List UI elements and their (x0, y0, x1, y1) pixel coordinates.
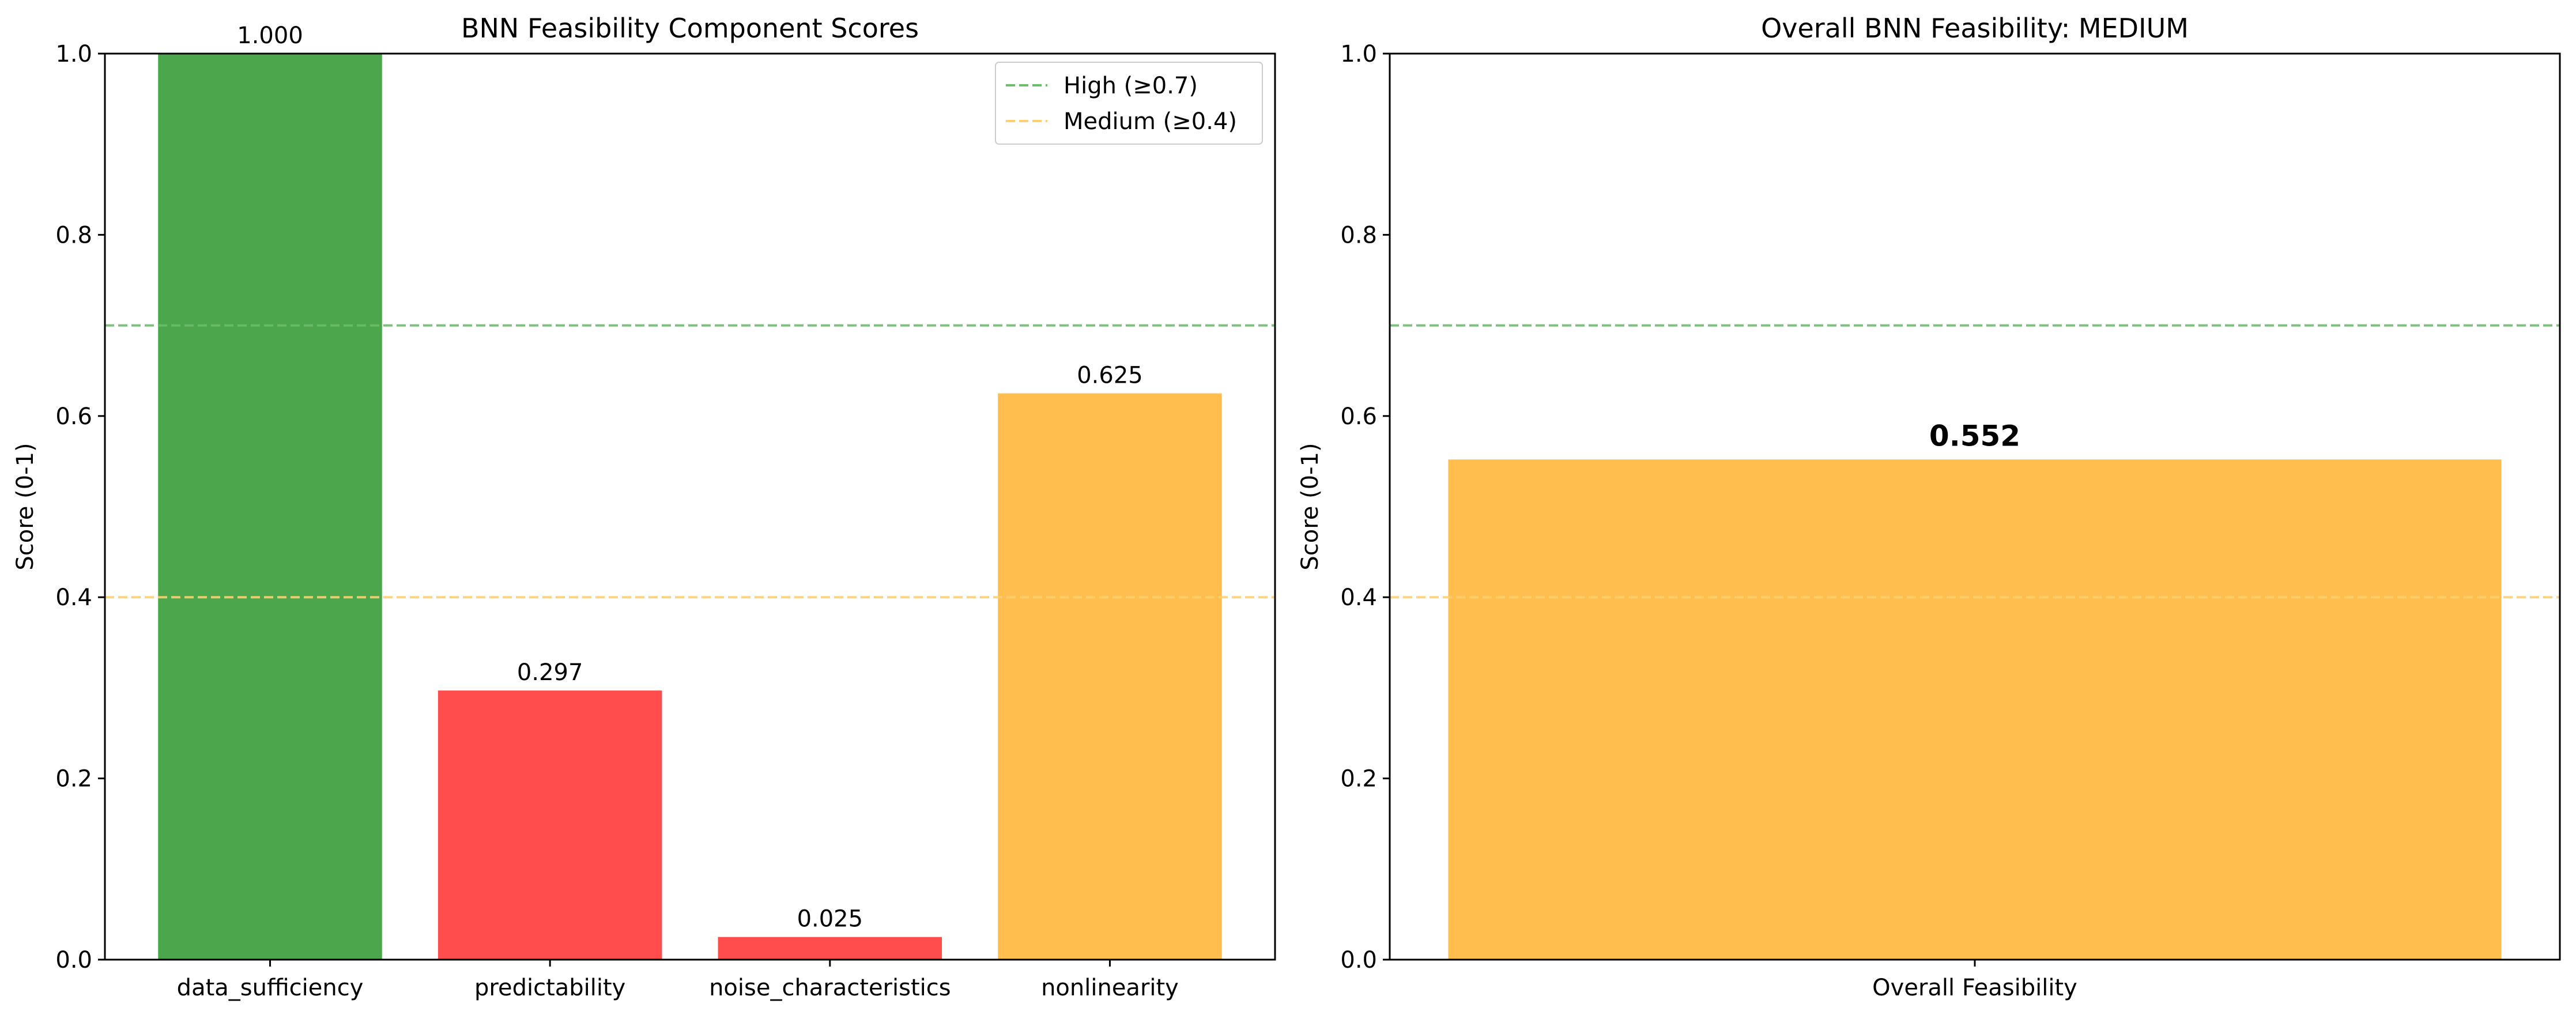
x-tick-label: nonlinearity (1041, 975, 1179, 1001)
y-tick-label: 0.4 (1340, 584, 1377, 611)
x-axis: data_sufficiency predictability noise_char… (177, 960, 1179, 1001)
y-tick-label: 1.0 (1340, 41, 1377, 67)
x-tick-label: Overall Feasibility (1872, 975, 2077, 1001)
y-axis-label: Score (0-1) (12, 443, 39, 570)
x-tick-label: predictability (474, 975, 625, 1001)
value-label: 1.000 (237, 22, 303, 49)
x-tick-label: data_sufficiency (177, 975, 364, 1001)
y-tick-label: 0.0 (55, 947, 92, 973)
value-label: 0.297 (517, 659, 583, 686)
bar-data-sufficiency (158, 54, 382, 960)
chart-title: Overall BNN Feasibility: MEDIUM (1761, 13, 2189, 44)
legend: High (≥0.7) Medium (≥0.4) (995, 62, 1263, 145)
bar-nonlinearity (998, 393, 1222, 960)
y-tick-label: 0.0 (1340, 947, 1377, 973)
overall-feasibility-chart: 0.0 0.2 0.4 0.6 0.8 1.0 Overall Feasibility 0… (1297, 13, 2561, 1001)
bar-noise-characteristics (718, 937, 942, 960)
y-axis: 0.0 0.2 0.4 0.6 0.8 1.0 (55, 41, 105, 973)
legend-label-medium: Medium (≥0.4) (1063, 108, 1237, 135)
axes-frame (104, 52, 1276, 961)
y-axis-label: Score (0-1) (1297, 443, 1323, 570)
value-label: 0.552 (1929, 419, 2020, 452)
y-tick-label: 0.2 (55, 766, 92, 792)
y-tick-label: 0.6 (55, 403, 92, 430)
x-tick-label: noise_characteristics (709, 975, 951, 1001)
legend-box (995, 62, 1263, 145)
y-axis: 0.0 0.2 0.4 0.6 0.8 1.0 (1340, 41, 1390, 973)
bar-overall-feasibility (1448, 459, 2502, 960)
bar-predictability (437, 690, 662, 960)
y-tick-label: 0.8 (55, 222, 92, 248)
bar-group (158, 54, 1222, 960)
chart-title: BNN Feasibility Component Scores (461, 13, 919, 44)
y-tick-label: 0.8 (1340, 222, 1377, 248)
legend-label-high: High (≥0.7) (1063, 73, 1198, 99)
reference-lines (105, 324, 1275, 599)
component-scores-chart: 0.0 0.2 0.4 0.6 0.8 1.0 data_sufficiency predi… (12, 13, 1276, 1001)
bar-group (1448, 459, 2502, 960)
x-axis: Overall Feasibility (1872, 960, 2077, 1001)
value-label: 0.625 (1077, 363, 1143, 389)
value-labels: 0.552 (1929, 419, 2020, 452)
y-tick-label: 0.2 (1340, 766, 1377, 792)
value-label: 0.025 (797, 906, 863, 933)
y-tick-label: 0.6 (1340, 403, 1377, 430)
y-tick-label: 1.0 (55, 41, 92, 67)
reference-lines (1390, 324, 2560, 599)
y-tick-label: 0.4 (55, 584, 92, 611)
value-labels: 1.000 0.297 0.025 0.625 (237, 22, 1142, 933)
